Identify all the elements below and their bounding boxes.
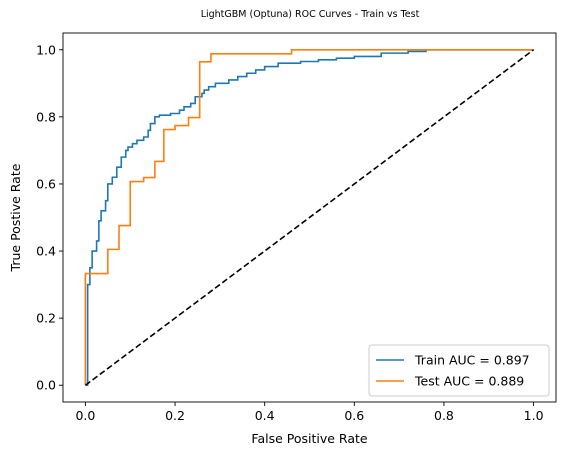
x-tick-label: 0.2 <box>165 408 185 423</box>
y-tick-label: 0.0 <box>36 378 56 393</box>
chart-title: LightGBM (Optuna) ROC Curves - Train vs … <box>201 9 420 20</box>
y-tick-label: 0.2 <box>36 311 56 326</box>
x-tick-label: 0.0 <box>75 408 95 423</box>
y-axis-label: True Postive Rate <box>8 163 23 272</box>
y-tick-label: 0.4 <box>36 244 56 259</box>
x-axis-label: False Positive Rate <box>251 431 367 446</box>
x-tick-label: 0.6 <box>344 408 364 423</box>
x-tick-label: 1.0 <box>524 408 544 423</box>
y-tick-label: 1.0 <box>36 42 56 57</box>
chance-diagonal-line <box>85 50 533 385</box>
legend: Train AUC = 0.897 Test AUC = 0.889 <box>369 345 549 396</box>
y-tick-label: 0.8 <box>36 109 56 124</box>
x-tick-label: 0.8 <box>434 408 454 423</box>
series-layer <box>85 50 533 385</box>
x-axis-ticks: 0.0 0.2 0.4 0.6 0.8 1.0 <box>75 402 543 423</box>
x-tick-label: 0.4 <box>255 408 275 423</box>
legend-label-train: Train AUC = 0.897 <box>414 353 530 368</box>
legend-label-test: Test AUC = 0.889 <box>414 374 524 389</box>
y-axis-ticks: 0.0 0.2 0.4 0.6 0.8 1.0 <box>36 42 63 392</box>
y-tick-label: 0.6 <box>36 176 56 191</box>
